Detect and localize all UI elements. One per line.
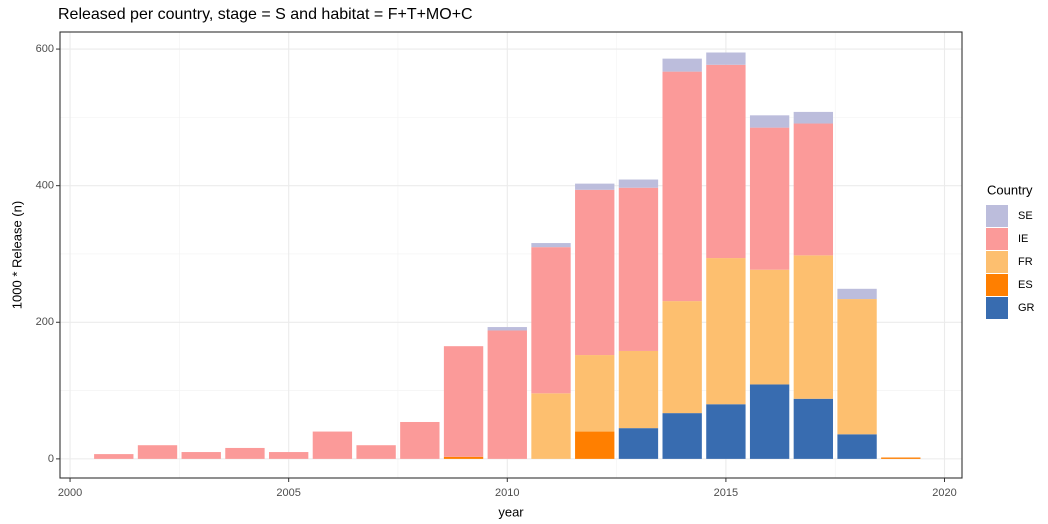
y-axis-label: 1000 * Release (n) [9,201,24,309]
bar-segment [575,183,615,190]
x-tick-label: 2015 [714,487,738,499]
bar-segment [618,428,659,459]
bar-segment [706,404,746,459]
legend-key [986,228,1008,250]
bar-segment [575,189,615,356]
y-tick-label: 200 [36,316,54,328]
bar-segment [793,111,834,124]
bar-segment [487,330,527,459]
legend-title: Country [987,182,1033,197]
bar-segment [662,71,702,302]
bar-segment [312,431,353,459]
legend-label: FR [1018,256,1033,268]
bar-segment [793,398,834,459]
bar-segment [618,187,659,351]
bar-segment [662,413,702,459]
bar-segment [94,454,134,459]
legend-label: ES [1018,279,1033,291]
legend-label: GR [1018,302,1035,314]
bar-segment [618,350,659,429]
legend-key [986,274,1008,296]
bar-segment [881,457,921,459]
bar-segment [487,327,527,331]
bar-segment [575,431,615,459]
y-tick-label: 0 [48,453,54,465]
bar-segment [837,434,877,459]
bar-segment [575,355,615,432]
bar-segment [749,127,790,270]
y-tick-label: 600 [36,43,54,55]
bar-segment [662,301,702,414]
bar-segment [749,269,790,385]
bar-segment [706,52,746,65]
legend-key [986,297,1008,319]
legend-label: IE [1018,233,1028,245]
y-tick-label: 400 [36,180,54,192]
x-tick-label: 2005 [276,487,300,499]
legend-key [986,205,1008,227]
bar-segment [356,445,396,459]
bar-segment [225,447,265,459]
chart-title: Released per country, stage = S and habi… [58,6,473,23]
bar-segment [400,421,440,459]
legend-label: SE [1018,210,1033,222]
bar-segment [531,247,571,394]
bar-segment [443,346,484,457]
bar-segment [181,452,221,459]
bar-segment [837,288,877,300]
bar-segment [706,258,746,405]
bar-segment [268,452,309,459]
bar-segment [837,299,877,435]
x-tick-label: 2020 [932,487,956,499]
bar-segment [531,393,571,459]
x-tick-label: 2010 [495,487,519,499]
bar-segment [531,243,571,248]
plot-border [59,31,963,479]
bar-segment [706,64,746,259]
x-axis-label: year [498,504,524,519]
bar-segment [137,445,178,459]
bar-segment [793,123,834,256]
legend-key [986,251,1008,273]
x-tick-label: 2000 [58,487,82,499]
bar-segment [662,58,702,72]
bar-segment [793,255,834,399]
bar-segment [749,384,790,459]
bar-segment [443,456,484,459]
bar-segment [749,115,790,128]
bar-segment [618,179,659,188]
